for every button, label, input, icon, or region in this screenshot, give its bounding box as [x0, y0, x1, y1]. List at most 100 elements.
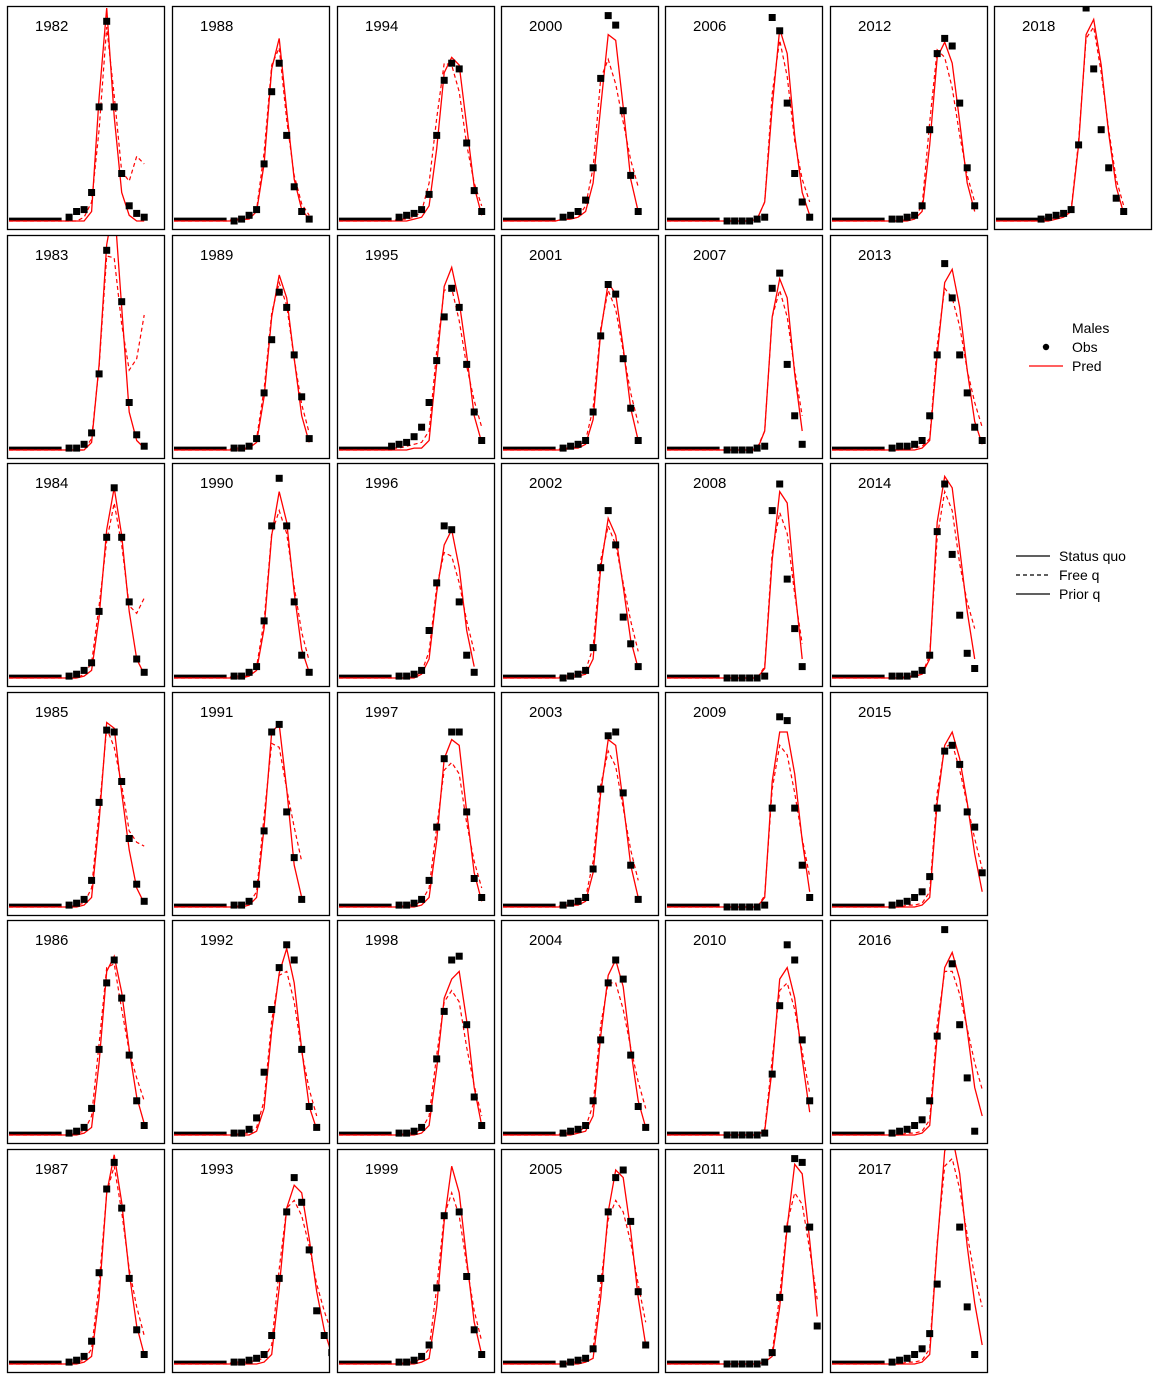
panel-year-label: 1997	[365, 704, 398, 721]
obs-point	[933, 50, 941, 58]
obs-point	[896, 442, 904, 450]
obs-point	[440, 313, 448, 321]
obs-point	[283, 303, 291, 311]
obs-point	[298, 393, 306, 401]
obs-point	[971, 1127, 979, 1135]
panel-frame	[500, 234, 660, 460]
panel-year-label: 1987	[35, 1161, 68, 1178]
obs-point	[589, 1097, 597, 1105]
obs-point	[110, 103, 118, 111]
panel-year-label: 2005	[529, 1161, 562, 1178]
panel-2008: 2008	[664, 462, 824, 688]
panel-plot-area	[503, 507, 642, 682]
obs-point	[918, 437, 926, 444]
obs-point	[88, 1337, 96, 1345]
obs-point	[275, 720, 283, 728]
obs-point	[634, 437, 642, 444]
obs-point	[238, 444, 246, 452]
obs-point	[911, 894, 919, 901]
panel-year-label: 2015	[858, 704, 891, 721]
obs-point	[425, 190, 433, 198]
obs-point	[582, 666, 590, 674]
status-quo-line	[174, 38, 310, 222]
obs-point	[125, 835, 133, 842]
obs-point	[753, 444, 761, 452]
status-quo-line	[339, 1166, 483, 1365]
obs-point	[140, 442, 148, 450]
panel-2015: 2015	[829, 691, 989, 917]
obs-point	[627, 1051, 635, 1059]
obs-point	[455, 65, 463, 73]
obs-point	[88, 876, 96, 884]
obs-point	[933, 1280, 941, 1288]
obs-point	[478, 1351, 486, 1358]
obs-point	[956, 1021, 964, 1029]
obs-point	[433, 357, 441, 365]
obs-point	[619, 613, 627, 621]
free-q-line	[832, 970, 983, 1136]
panel-frame	[171, 1148, 331, 1374]
obs-point	[425, 1104, 433, 1112]
obs-point	[582, 894, 590, 901]
panel-year-label: 2016	[858, 932, 891, 949]
obs-point	[896, 899, 904, 907]
obs-point	[888, 1129, 896, 1137]
free-q-line	[832, 1157, 983, 1365]
obs-point	[798, 1158, 806, 1166]
obs-point	[956, 760, 964, 768]
obs-point	[612, 541, 620, 549]
free-q-line	[667, 743, 811, 908]
panel-plot-area	[174, 941, 321, 1137]
obs-point	[140, 1351, 148, 1358]
obs-point	[768, 284, 776, 292]
obs-point	[455, 952, 463, 960]
panel-1990: 1990	[171, 462, 331, 688]
obs-point	[806, 1097, 814, 1105]
panel-2000: 2000	[500, 5, 660, 231]
obs-point	[918, 1116, 926, 1124]
obs-point	[941, 1117, 948, 1124]
panel-plot-area	[9, 1154, 148, 1366]
obs-point	[425, 627, 433, 634]
obs-point	[118, 298, 126, 306]
obs-point	[723, 674, 731, 682]
obs-point	[88, 429, 96, 437]
obs-point	[1097, 126, 1105, 134]
panel-frame	[336, 234, 496, 460]
obs-point	[305, 435, 313, 443]
free-q-line	[667, 981, 811, 1136]
obs-point	[634, 1288, 642, 1296]
obs-point	[956, 611, 964, 619]
legend-sex-title: Males	[1072, 320, 1110, 336]
obs-point	[738, 446, 746, 454]
obs-point	[245, 668, 253, 676]
obs-point	[320, 1332, 328, 1339]
obs-point	[73, 899, 81, 907]
obs-point	[125, 202, 133, 210]
obs-point	[118, 1204, 126, 1212]
panel-1982: 1982	[6, 5, 166, 231]
obs-point	[133, 1326, 141, 1334]
status-quo-line	[667, 731, 811, 908]
obs-point	[896, 1356, 904, 1364]
panel-plot-area	[832, 474, 979, 680]
panel-1984: 1984	[6, 462, 166, 688]
obs-point	[1120, 208, 1128, 215]
legend-prior-q-label: Prior q	[1059, 586, 1101, 602]
panel-frame	[6, 234, 166, 460]
panel-year-label: 1993	[200, 1161, 233, 1178]
obs-point	[230, 672, 238, 680]
panel-plot-area	[9, 721, 148, 909]
obs-point	[582, 437, 590, 444]
obs-point	[761, 1358, 769, 1366]
obs-point	[470, 1093, 478, 1101]
obs-point	[806, 213, 814, 221]
free-q-line	[174, 1199, 330, 1365]
obs-point	[403, 672, 411, 680]
obs-point	[298, 895, 306, 903]
obs-point	[746, 446, 754, 454]
obs-point	[433, 579, 441, 587]
obs-point	[612, 21, 620, 29]
obs-point	[813, 1322, 821, 1330]
legend-obs-label: Obs	[1072, 339, 1098, 355]
